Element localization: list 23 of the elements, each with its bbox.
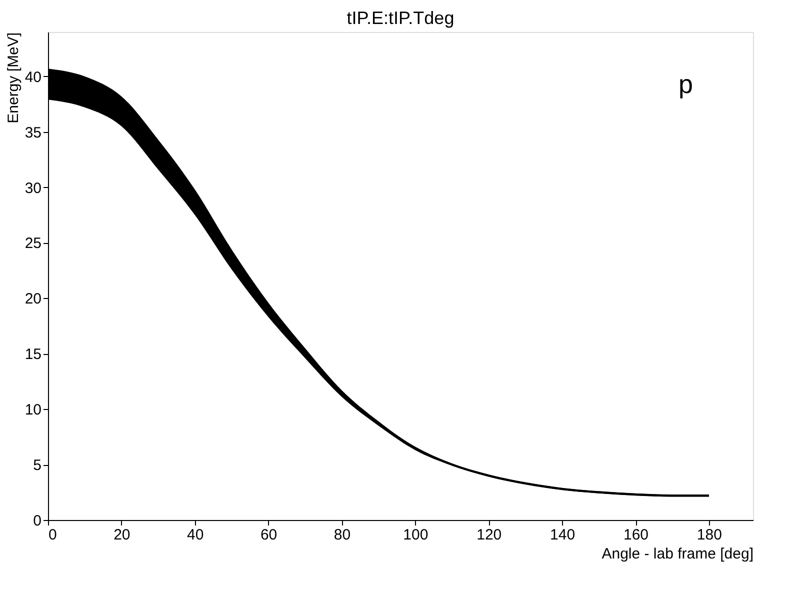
annotation: p	[678, 69, 693, 99]
x-axis-title: Angle - lab frame [deg]	[602, 546, 754, 562]
x-tick-label: 0	[48, 526, 57, 544]
y-axis-title: Energy [MeV]	[4, 32, 22, 124]
y-tick-label: 40	[24, 68, 42, 86]
y-tick-label: 15	[24, 346, 42, 364]
chart-title: tIP.E:tIP.Tdeg	[346, 8, 454, 28]
x-tick-label: 20	[114, 526, 130, 544]
y-tick-label: 20	[24, 290, 42, 308]
y-tick-label: 10	[24, 402, 42, 419]
y-tick-label: 0	[33, 512, 42, 530]
y-tick-label: 25	[24, 235, 42, 252]
x-tick-label: 80	[334, 526, 351, 544]
x-tick-label: 100	[403, 526, 428, 544]
x-tick-label: 40	[187, 526, 204, 544]
x-tick-label: 60	[260, 526, 278, 544]
x-tick-label: 140	[550, 526, 576, 544]
x-tick-label: 120	[476, 526, 502, 544]
x-tick-label: 160	[623, 526, 649, 544]
y-tick-label: 5	[33, 457, 42, 474]
y-tick-label: 35	[24, 124, 42, 142]
x-tick-label: 180	[696, 526, 722, 544]
y-tick-label: 30	[24, 180, 42, 197]
